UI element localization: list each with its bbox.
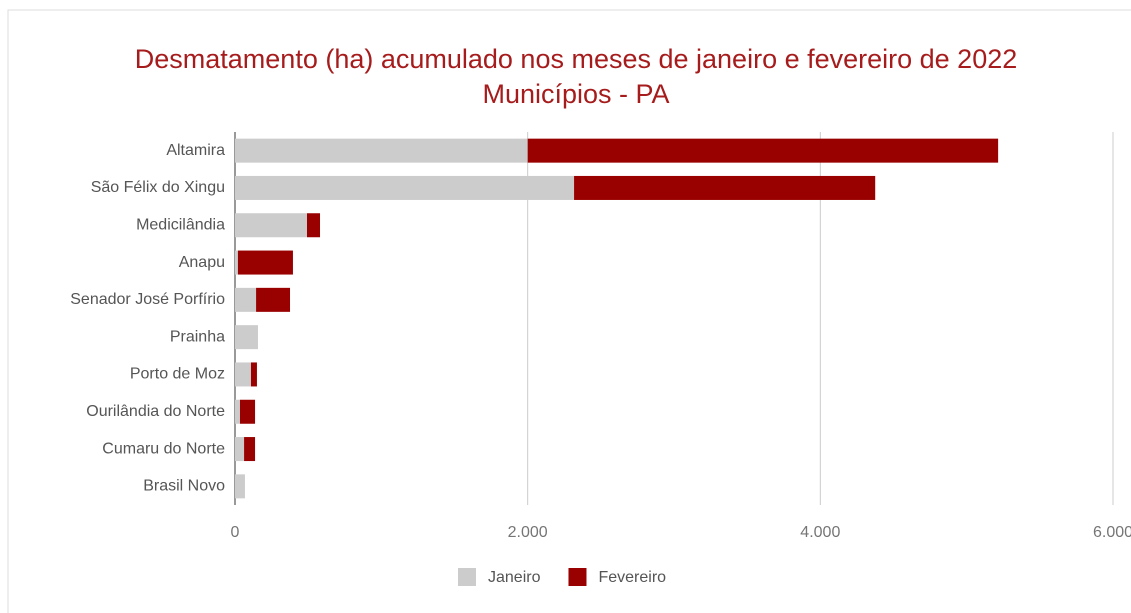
y-tick-label: Cumaru do Norte	[102, 440, 225, 457]
y-tick-label: Medicilândia	[136, 216, 225, 233]
bar-segment	[239, 399, 256, 424]
bar-segment	[235, 213, 307, 238]
y-tick-label: Brasil Novo	[143, 478, 225, 495]
bar-segment	[235, 250, 238, 275]
bar-segment	[306, 213, 321, 238]
chart-frame	[7, 9, 1131, 613]
y-tick-label: Senador José Porfírio	[70, 291, 225, 308]
bar-segment	[235, 474, 245, 499]
legend-label: Janeiro	[488, 569, 541, 586]
y-tick-label: Prainha	[170, 328, 225, 345]
bar-segment	[235, 175, 575, 200]
bar-segment	[235, 325, 258, 350]
legend-swatch	[458, 568, 476, 586]
bar-segment	[235, 399, 240, 424]
legend-swatch	[568, 568, 587, 586]
bar-segment	[237, 250, 293, 275]
x-tick-label: 2.000	[508, 524, 548, 541]
x-tick-label: 6.000	[1093, 524, 1131, 541]
bar-segment	[244, 437, 256, 462]
y-tick-label: Ourilândia do Norte	[86, 403, 225, 420]
bar-segment	[235, 362, 251, 387]
chart-title: Desmatamento (ha) acumulado nos meses de…	[135, 44, 1018, 74]
x-tick-label: 0	[231, 524, 240, 541]
bar-segment	[527, 138, 999, 163]
y-tick-label: Porto de Moz	[130, 366, 225, 383]
legend-label: Fevereiro	[598, 569, 666, 586]
bar-segment	[574, 175, 876, 200]
y-tick-label: Anapu	[179, 254, 225, 271]
bar-segment	[235, 138, 528, 163]
y-tick-label: Altamira	[166, 142, 225, 159]
chart-subtitle: Municípios - PA	[482, 79, 669, 109]
y-tick-label: São Félix do Xingu	[91, 179, 225, 196]
bar-segment	[235, 437, 245, 462]
x-tick-label: 4.000	[800, 524, 840, 541]
bar-segment	[235, 287, 257, 312]
bar-segment	[256, 287, 291, 312]
bar-segment	[250, 362, 257, 387]
